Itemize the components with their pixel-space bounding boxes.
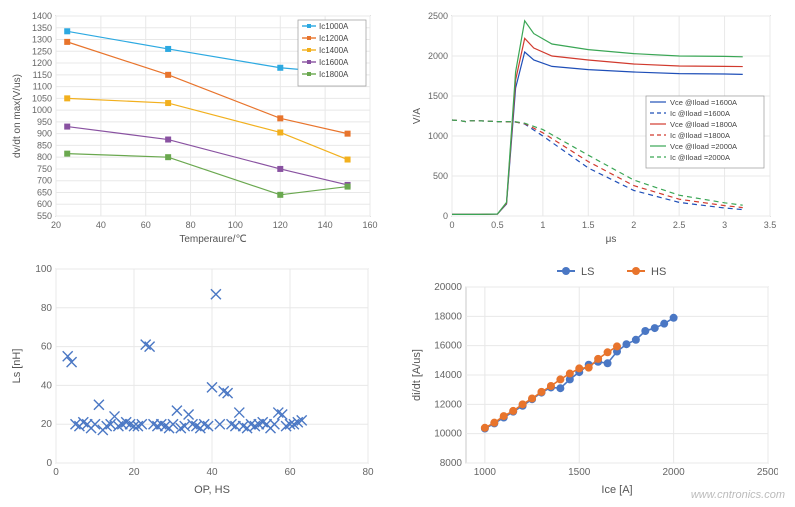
svg-text:12000: 12000 xyxy=(434,399,462,410)
svg-text:100: 100 xyxy=(228,220,243,230)
svg-text:550: 550 xyxy=(37,211,52,221)
svg-text:8000: 8000 xyxy=(439,458,462,469)
svg-text:160: 160 xyxy=(362,220,377,230)
svg-text:0: 0 xyxy=(449,220,454,230)
svg-text:Ic @Iload =2000A: Ic @Iload =2000A xyxy=(670,153,730,162)
svg-text:60: 60 xyxy=(41,341,53,352)
svg-text:2000: 2000 xyxy=(662,467,685,478)
svg-text:Ic1800A: Ic1800A xyxy=(319,70,349,79)
svg-text:750: 750 xyxy=(37,164,52,174)
svg-text:600: 600 xyxy=(37,199,52,209)
svg-text:Ice [A]: Ice [A] xyxy=(601,484,632,496)
svg-text:950: 950 xyxy=(37,117,52,127)
svg-text:3.5: 3.5 xyxy=(763,220,776,230)
svg-text:0: 0 xyxy=(46,458,52,469)
svg-text:40: 40 xyxy=(41,380,53,391)
svg-text:1200: 1200 xyxy=(32,58,52,68)
svg-text:2000: 2000 xyxy=(427,51,447,61)
svg-text:1250: 1250 xyxy=(32,46,52,56)
svg-text:Vce @Iload =1800A: Vce @Iload =1800A xyxy=(670,120,737,129)
svg-text:500: 500 xyxy=(432,171,447,181)
svg-text:18000: 18000 xyxy=(434,311,462,322)
svg-text:0: 0 xyxy=(53,467,59,478)
svg-text:1500: 1500 xyxy=(568,467,591,478)
svg-text:140: 140 xyxy=(318,220,333,230)
svg-text:1: 1 xyxy=(540,220,545,230)
svg-text:1300: 1300 xyxy=(32,35,52,45)
svg-text:120: 120 xyxy=(273,220,288,230)
svg-text:1150: 1150 xyxy=(33,70,52,80)
svg-text:10000: 10000 xyxy=(434,428,462,439)
svg-text:20: 20 xyxy=(41,419,53,430)
svg-text:1000: 1000 xyxy=(427,131,447,141)
svg-text:80: 80 xyxy=(362,467,374,478)
svg-text:1000: 1000 xyxy=(473,467,496,478)
svg-text:di/dt [A/us]: di/dt [A/us] xyxy=(411,349,423,401)
svg-text:40: 40 xyxy=(96,220,106,230)
svg-text:100: 100 xyxy=(35,264,52,275)
svg-text:40: 40 xyxy=(206,467,218,478)
svg-text:1000: 1000 xyxy=(32,105,52,115)
chart-ls-scatter: 0 20 40 60 80 0 20 40 60 80 100 OP, HS Ls [nH] xyxy=(8,259,388,500)
svg-text:OP, HS: OP, HS xyxy=(194,484,230,496)
svg-text:80: 80 xyxy=(41,302,53,313)
svg-text:1100: 1100 xyxy=(33,82,52,92)
svg-text:650: 650 xyxy=(37,187,52,197)
svg-text:3: 3 xyxy=(722,220,727,230)
svg-text:Ic1000A: Ic1000A xyxy=(319,22,349,31)
svg-text:Ic1200A: Ic1200A xyxy=(319,34,349,43)
svg-text:80: 80 xyxy=(186,220,196,230)
svg-text:0.5: 0.5 xyxy=(491,220,504,230)
svg-text:1.5: 1.5 xyxy=(582,220,595,230)
svg-text:Vce @Iload =2000A: Vce @Iload =2000A xyxy=(670,142,737,151)
svg-text:850: 850 xyxy=(37,140,52,150)
svg-text:20: 20 xyxy=(128,467,140,478)
svg-text:Ic @Iload =1600A: Ic @Iload =1600A xyxy=(670,109,730,118)
svg-text:2500: 2500 xyxy=(427,11,447,21)
svg-text:900: 900 xyxy=(37,129,52,139)
svg-text:0: 0 xyxy=(442,211,447,221)
svg-text:Ic @Iload =1800A: Ic @Iload =1800A xyxy=(670,131,730,140)
svg-text:1500: 1500 xyxy=(427,91,447,101)
svg-text:dv/dt on max(V/us): dv/dt on max(V/us) xyxy=(12,74,23,158)
svg-text:1400: 1400 xyxy=(32,11,52,21)
svg-text:Ic1600A: Ic1600A xyxy=(319,58,349,67)
svg-text:20: 20 xyxy=(51,220,61,230)
svg-text:20000: 20000 xyxy=(434,282,462,293)
svg-text:μs: μs xyxy=(605,234,616,245)
svg-text:1050: 1050 xyxy=(32,93,52,103)
svg-text:2.5: 2.5 xyxy=(672,220,685,230)
svg-text:Ls [nH]: Ls [nH] xyxy=(11,348,23,383)
svg-text:2500: 2500 xyxy=(756,467,777,478)
svg-text:Vce @Iload =1600A: Vce @Iload =1600A xyxy=(670,98,737,107)
svg-text:800: 800 xyxy=(37,152,52,162)
chart-vce-ic-vs-time: 0 0.5 1 1.5 2 2.5 3 3.5 0 500 1000 1500 2000 2500 μs V/… xyxy=(408,8,788,249)
svg-text:V/A: V/A xyxy=(412,108,423,124)
svg-text:Temperaure/℃: Temperaure/℃ xyxy=(179,234,246,245)
svg-text:60: 60 xyxy=(141,220,151,230)
svg-text:2: 2 xyxy=(631,220,636,230)
svg-text:14000: 14000 xyxy=(434,370,462,381)
chart-dvdt-vs-temperature: 20 40 60 80 100 120 140 160 550 600 650700 750 800 85… xyxy=(8,8,388,249)
svg-text:60: 60 xyxy=(284,467,296,478)
svg-text:HS: HS xyxy=(651,266,666,278)
svg-text:LS: LS xyxy=(581,266,594,278)
svg-text:1350: 1350 xyxy=(32,23,52,33)
svg-text:700: 700 xyxy=(37,176,52,186)
chart-didt-vs-ice: 1000 1500 2000 2500 8000 10000 12000 14000 16000… xyxy=(408,259,788,500)
svg-text:Ic1400A: Ic1400A xyxy=(319,46,349,55)
svg-text:16000: 16000 xyxy=(434,340,462,351)
